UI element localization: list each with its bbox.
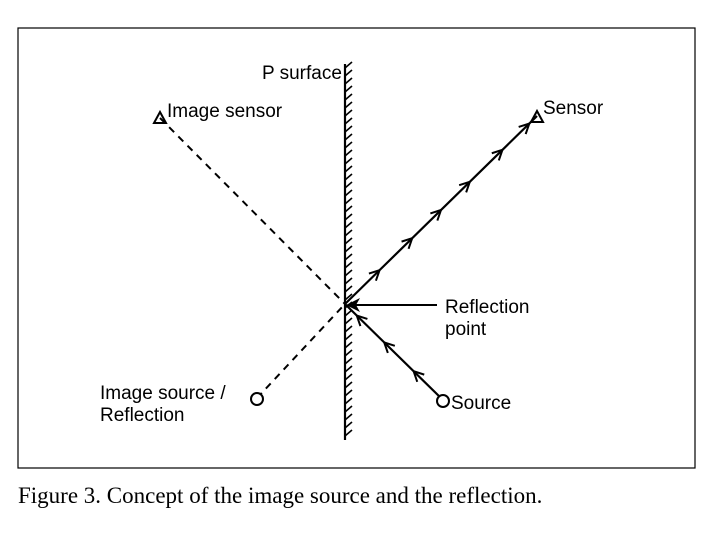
direction-chevron [401, 236, 414, 250]
reflection-point-label-line1: Reflection [445, 297, 530, 318]
hatch-mark [344, 365, 353, 373]
hatch-mark [344, 69, 353, 77]
hatch-mark [344, 157, 353, 165]
incident-ray [344, 303, 444, 401]
hatch-mark [344, 405, 353, 413]
hatch-mark [344, 205, 353, 213]
hatch-mark [344, 269, 353, 277]
direction-chevron [518, 121, 531, 135]
hatch-mark [344, 349, 353, 357]
hatch-mark [344, 253, 353, 261]
direction-chevron [430, 208, 443, 221]
hatch-mark [344, 165, 353, 173]
image-source-circle-icon [250, 392, 264, 406]
hatch-mark [344, 237, 353, 245]
image-source-dashed-path [256, 303, 346, 399]
hatch-mark [344, 197, 353, 205]
image-sensor-label: Image sensor [167, 101, 283, 122]
hatch-mark [344, 149, 353, 157]
direction-chevron [491, 148, 505, 161]
hatch-mark [344, 325, 353, 333]
hatch-mark [344, 173, 353, 181]
hatch-mark [344, 373, 353, 381]
hatch-mark [344, 213, 353, 221]
reflection-point-label-line2: point [445, 319, 487, 340]
hatch-mark [344, 381, 353, 389]
incident-ray-arrows [355, 313, 425, 383]
hatch-mark [344, 109, 353, 117]
image-sensor-triangle-icon [152, 109, 168, 124]
hatch-mark [344, 333, 353, 341]
hatch-mark [344, 413, 353, 421]
hatch-mark [344, 93, 353, 101]
direction-chevron [355, 313, 368, 327]
hatch-mark [344, 277, 353, 285]
direction-chevron [368, 268, 382, 282]
reflected-ray-arrows [368, 121, 531, 282]
sensor-label: Sensor [543, 98, 604, 119]
figure-frame [17, 27, 696, 469]
hatch-mark [344, 221, 353, 229]
sensor-triangle-icon [529, 108, 545, 123]
image-source-label-line1: Image source / [100, 383, 226, 404]
direction-chevron [382, 340, 396, 354]
hatch-mark [344, 261, 353, 269]
hatch-mark [344, 317, 353, 325]
hatch-mark [344, 389, 353, 397]
source-label: Source [451, 393, 511, 414]
hatch-mark [344, 357, 353, 365]
hatch-mark [344, 85, 353, 93]
surface-hatching [344, 61, 353, 437]
direction-chevron [458, 180, 472, 193]
hatch-mark [344, 117, 353, 125]
hatch-mark [344, 429, 353, 437]
image-sensor-dashed-path [159, 117, 346, 305]
image-source-label-line2: Reflection [100, 405, 185, 426]
hatch-mark [344, 133, 353, 141]
hatch-mark [344, 125, 353, 133]
hatch-mark [344, 245, 353, 253]
hatch-mark [344, 141, 353, 149]
hatch-mark [344, 421, 353, 429]
direction-chevron [412, 369, 425, 383]
hatch-mark [344, 77, 353, 85]
p-surface-label: P surface [262, 63, 342, 84]
source-circle-icon [436, 394, 450, 408]
hatch-mark [344, 181, 353, 189]
hatch-mark [344, 61, 353, 69]
hatch-mark [344, 285, 353, 293]
figure-caption: Figure 3. Concept of the image source an… [18, 483, 543, 508]
hatch-mark [344, 229, 353, 237]
hatch-mark [344, 341, 353, 349]
hatch-mark [344, 101, 353, 109]
hatch-mark [344, 189, 353, 197]
diagram-figure: P surface Image sensor Sensor Reflection… [17, 27, 696, 469]
hatch-mark [344, 397, 353, 405]
